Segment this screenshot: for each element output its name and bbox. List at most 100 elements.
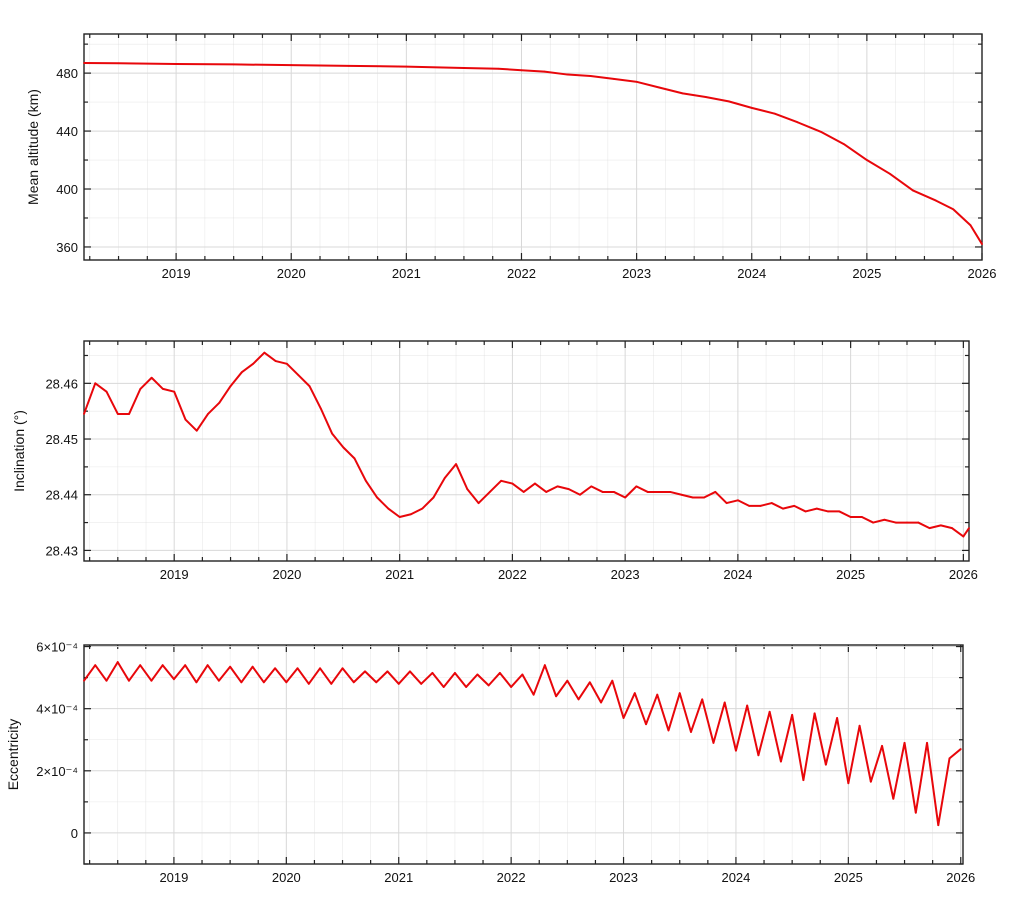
data-point [139, 664, 142, 667]
data-point [860, 516, 863, 518]
data-point [410, 513, 412, 516]
data-point [263, 351, 266, 354]
data-point [750, 106, 753, 109]
x-tick-label: 2026 [968, 266, 997, 281]
data-point [184, 418, 187, 421]
x-tick-label: 2020 [272, 870, 301, 885]
data-point [646, 491, 649, 493]
data-point [746, 704, 749, 707]
data-point [577, 698, 580, 701]
data-point [522, 491, 525, 493]
data-point [600, 701, 602, 704]
data-point [173, 390, 176, 393]
data-point [782, 507, 784, 510]
data-point [319, 667, 321, 670]
data-point [454, 672, 456, 674]
x-tick-label: 2019 [160, 567, 189, 582]
data-point [150, 376, 153, 379]
data-point [894, 521, 897, 524]
data-point [274, 667, 276, 670]
data-point [94, 664, 97, 667]
data-point [409, 670, 411, 673]
eccentricity-panel: 2019 2020 2021 2022 2023 2024 2025 2026 0 2×10⁻⁴ 4… [5, 640, 975, 885]
inclination-panel: 2019 2020 2021 2022 2023 2024 2025 2026 28.43 28.… [11, 340, 978, 582]
x-tick-label: 2022 [507, 266, 536, 281]
data-point [680, 493, 683, 496]
y-tick-label: 480 [56, 66, 78, 81]
data-point [308, 385, 311, 388]
data-point [906, 521, 908, 524]
data-point [466, 488, 469, 491]
data-point [443, 477, 446, 479]
data-point [691, 496, 694, 499]
plot-frame [83, 644, 964, 865]
data-point [455, 463, 457, 465]
data-point [838, 510, 841, 513]
data-point [849, 516, 852, 518]
x-tick-label: 2024 [723, 567, 752, 582]
data-point [633, 692, 636, 695]
data-point [534, 482, 536, 485]
data-point [869, 780, 872, 783]
y-axis-label: Eccentricity [5, 719, 21, 791]
data-point [714, 491, 717, 493]
data-point [590, 485, 593, 488]
data-point [477, 502, 480, 504]
data-point [296, 667, 299, 670]
data-point [791, 713, 794, 716]
data-point [773, 112, 776, 115]
data-point [555, 695, 557, 698]
data-point [703, 496, 705, 499]
data-point [968, 527, 970, 530]
data-point [218, 401, 221, 404]
y-tick-label: 0 [71, 826, 78, 841]
data-point [612, 491, 615, 493]
data-point [240, 371, 243, 374]
data-point [601, 491, 604, 493]
data-point [768, 710, 771, 713]
data-point [827, 510, 829, 513]
data-point [297, 374, 300, 376]
x-tick-label: 2024 [721, 870, 750, 885]
y-tick-label: 2×10⁻⁴ [36, 764, 78, 779]
data-point [645, 723, 647, 726]
data-point [162, 387, 164, 390]
data-point [465, 686, 468, 688]
data-point [701, 698, 704, 701]
x-tick-label: 2023 [622, 266, 651, 281]
data-point [347, 64, 350, 67]
data-point [105, 390, 108, 393]
y-tick-label: 28.46 [45, 376, 78, 391]
data-point [285, 681, 288, 684]
data-point [780, 760, 782, 763]
data-point [888, 172, 891, 175]
data-point [150, 679, 153, 682]
y-tick-label: 440 [56, 124, 78, 139]
data-point [175, 63, 178, 65]
x-tick-label: 2021 [384, 870, 413, 885]
x-tick-label: 2024 [737, 266, 766, 281]
data-point [588, 681, 591, 684]
data-point [353, 457, 356, 460]
data-point [128, 679, 130, 682]
data-point [105, 679, 108, 682]
y-tick-label: 28.43 [45, 543, 78, 558]
x-tick-label: 2026 [946, 870, 975, 885]
data-point [589, 75, 592, 77]
data-point [387, 507, 390, 510]
x-tick-label: 2021 [385, 567, 414, 582]
data-point [824, 763, 827, 766]
data-point [883, 518, 886, 521]
data-point [928, 527, 931, 530]
x-tick-label: 2022 [497, 870, 526, 885]
data-point [926, 741, 928, 744]
x-tick-label: 2025 [836, 567, 865, 582]
data-point [770, 502, 773, 504]
data-point [951, 527, 953, 530]
data-point [116, 413, 119, 415]
data-point [83, 62, 85, 64]
data-point [487, 684, 490, 687]
data-point [624, 496, 627, 499]
data-point [836, 717, 839, 719]
